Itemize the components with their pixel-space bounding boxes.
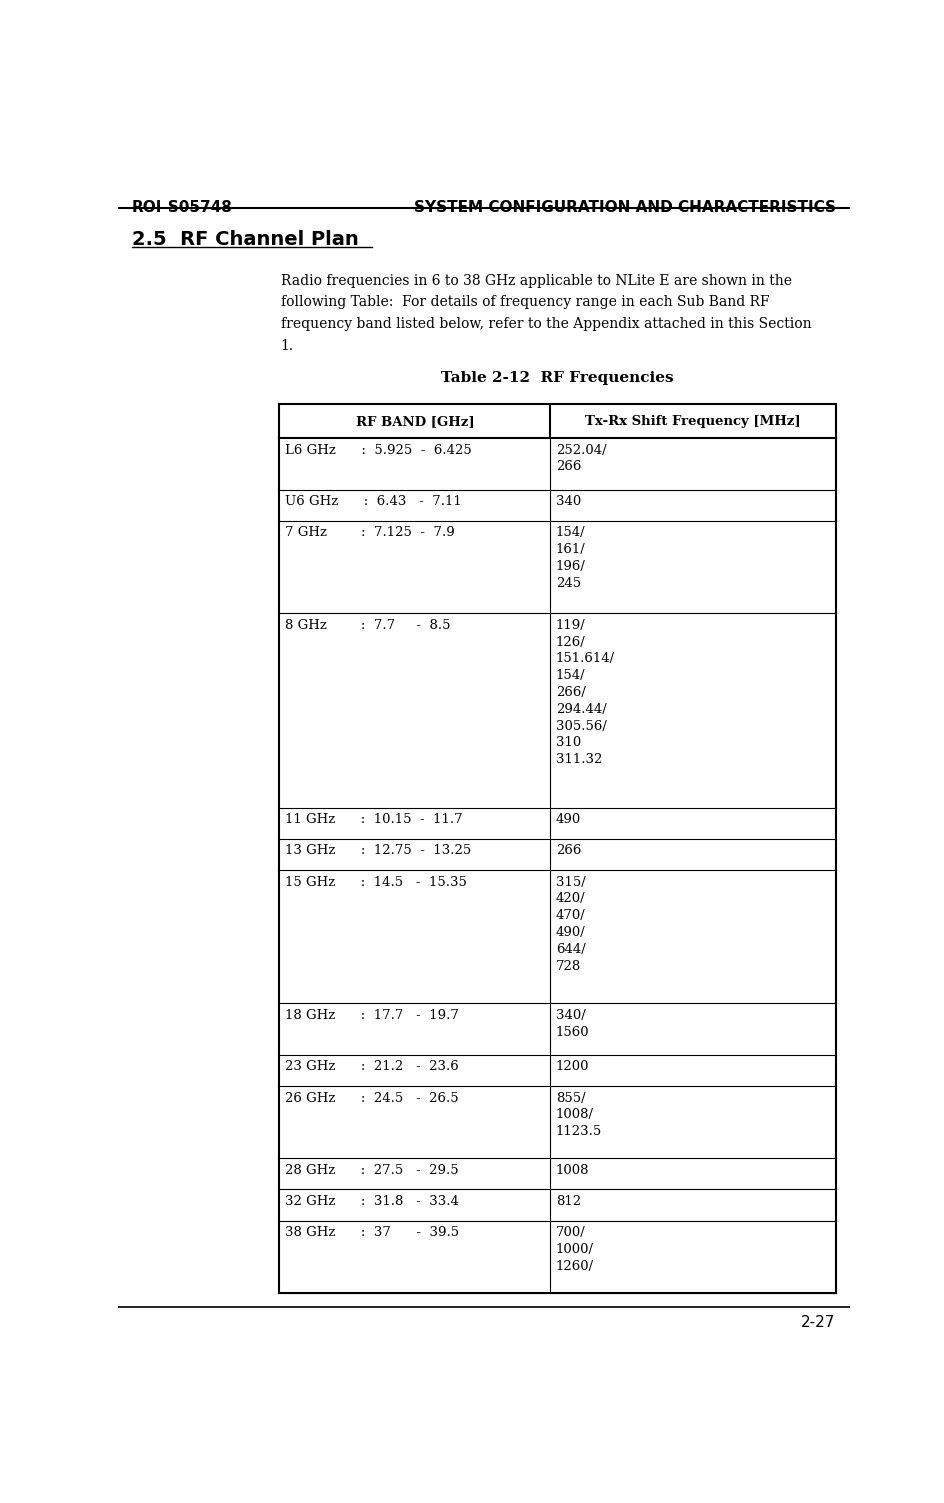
Text: 1200: 1200 — [556, 1061, 589, 1073]
Text: Table 2-12  RF Frequencies: Table 2-12 RF Frequencies — [441, 371, 674, 385]
Text: 340/
1560: 340/ 1560 — [556, 1009, 589, 1039]
Text: 700/
1000/
1260/: 700/ 1000/ 1260/ — [556, 1226, 594, 1273]
Text: 18 GHz      :  17.7   -  19.7: 18 GHz : 17.7 - 19.7 — [285, 1009, 459, 1022]
Text: 23 GHz      :  21.2   -  23.6: 23 GHz : 21.2 - 23.6 — [285, 1061, 459, 1073]
Text: 266: 266 — [556, 845, 582, 858]
Text: Radio frequencies in 6 to 38 GHz applicable to NLite E are shown in the: Radio frequencies in 6 to 38 GHz applica… — [280, 274, 792, 287]
Text: U6 GHz      :  6.43   -  7.11: U6 GHz : 6.43 - 7.11 — [285, 496, 462, 508]
Text: 2-27: 2-27 — [801, 1315, 835, 1330]
Text: 315/
420/
470/
490/
644/
728: 315/ 420/ 470/ 490/ 644/ 728 — [556, 876, 585, 972]
Text: 13 GHz      :  12.75  -  13.25: 13 GHz : 12.75 - 13.25 — [285, 845, 471, 858]
Text: 154/
161/
196/
245: 154/ 161/ 196/ 245 — [556, 526, 585, 589]
Text: frequency band listed below, refer to the Appendix attached in this Section: frequency band listed below, refer to th… — [280, 317, 812, 332]
Text: RF BAND [GHz]: RF BAND [GHz] — [356, 415, 474, 428]
Text: 340: 340 — [556, 496, 582, 508]
Text: 26 GHz      :  24.5   -  26.5: 26 GHz : 24.5 - 26.5 — [285, 1091, 458, 1105]
Text: 15 GHz      :  14.5   -  15.35: 15 GHz : 14.5 - 15.35 — [285, 876, 466, 888]
Text: 1008: 1008 — [556, 1163, 589, 1177]
Text: 28 GHz      :  27.5   -  29.5: 28 GHz : 27.5 - 29.5 — [285, 1163, 458, 1177]
Text: 119/
126/
151.614/
154/
266/
294.44/
305.56/
310
311.32: 119/ 126/ 151.614/ 154/ 266/ 294.44/ 305… — [556, 619, 615, 767]
Text: 8 GHz        :  7.7     -  8.5: 8 GHz : 7.7 - 8.5 — [285, 619, 450, 631]
Text: following Table:  For details of frequency range in each Sub Band RF: following Table: For details of frequenc… — [280, 296, 769, 310]
Text: 2.5  RF Channel Plan: 2.5 RF Channel Plan — [132, 230, 359, 249]
Text: L6 GHz      :  5.925  -  6.425: L6 GHz : 5.925 - 6.425 — [285, 443, 471, 457]
Text: 32 GHz      :  31.8   -  33.4: 32 GHz : 31.8 - 33.4 — [285, 1195, 459, 1208]
Text: 252.04/
266: 252.04/ 266 — [556, 443, 606, 473]
Text: 490: 490 — [556, 813, 582, 827]
Text: 855/
1008/
1123.5: 855/ 1008/ 1123.5 — [556, 1091, 602, 1138]
Text: 38 GHz      :  37      -  39.5: 38 GHz : 37 - 39.5 — [285, 1226, 459, 1238]
Text: 11 GHz      :  10.15  -  11.7: 11 GHz : 10.15 - 11.7 — [285, 813, 463, 827]
Text: Tx-Rx Shift Frequency [MHz]: Tx-Rx Shift Frequency [MHz] — [585, 415, 801, 428]
Text: 7 GHz        :  7.125  -  7.9: 7 GHz : 7.125 - 7.9 — [285, 526, 454, 540]
Text: 1.: 1. — [280, 340, 294, 353]
Text: ROI-S05748: ROI-S05748 — [132, 200, 233, 215]
Text: 812: 812 — [556, 1195, 581, 1208]
Text: SYSTEM CONFIGURATION AND CHARACTERISTICS: SYSTEM CONFIGURATION AND CHARACTERISTICS — [413, 200, 835, 215]
